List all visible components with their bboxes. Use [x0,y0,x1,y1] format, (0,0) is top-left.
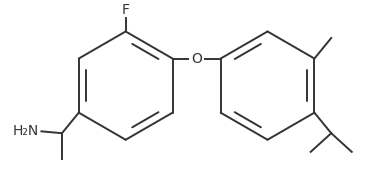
Text: H₂N: H₂N [12,124,39,138]
Text: F: F [122,3,130,17]
Text: O: O [191,51,202,65]
